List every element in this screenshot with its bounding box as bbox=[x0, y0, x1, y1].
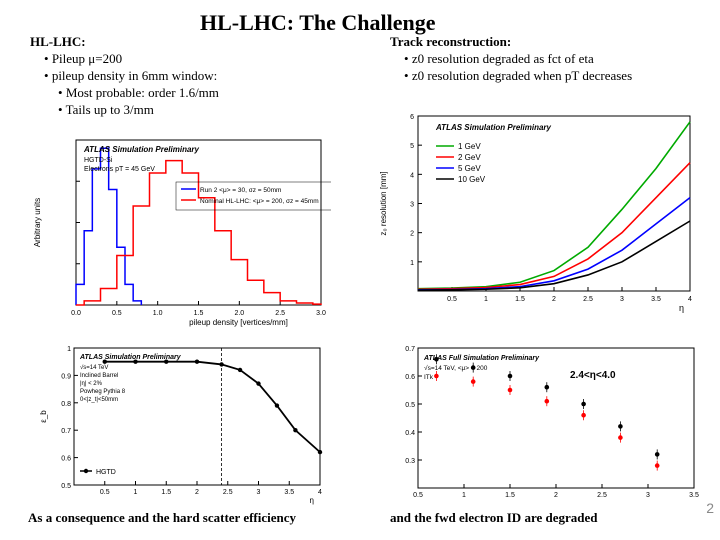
svg-text:0.5: 0.5 bbox=[447, 296, 457, 303]
right-text-block: Track reconstruction: z0 resolution degr… bbox=[390, 34, 710, 85]
svg-text:4: 4 bbox=[318, 489, 322, 496]
svg-text:0.4: 0.4 bbox=[405, 430, 415, 437]
svg-text:4: 4 bbox=[410, 172, 414, 179]
left-sub-0: Most probable: order 1.6/mm bbox=[58, 85, 360, 102]
svg-text:0.7: 0.7 bbox=[405, 346, 415, 353]
svg-text:1 GeV: 1 GeV bbox=[458, 142, 481, 151]
svg-text:pileup density [vertices/mm]: pileup density [vertices/mm] bbox=[189, 318, 288, 327]
svg-text:3.0: 3.0 bbox=[316, 310, 326, 317]
svg-text:1.5: 1.5 bbox=[505, 492, 515, 499]
svg-text:ATLAS Simulation Preliminary: ATLAS Simulation Preliminary bbox=[83, 145, 200, 154]
svg-text:0.8: 0.8 bbox=[61, 401, 71, 408]
left-head: HL-LHC: bbox=[30, 34, 360, 51]
page-number: 2 bbox=[706, 500, 714, 516]
svg-text:3.5: 3.5 bbox=[689, 492, 699, 499]
svg-text:0.7: 0.7 bbox=[61, 428, 71, 435]
svg-text:2: 2 bbox=[195, 489, 199, 496]
svg-text:2.5: 2.5 bbox=[583, 296, 593, 303]
left-text-block: HL-LHC: Pileup μ=200 pileup density in 6… bbox=[30, 34, 360, 118]
eta-annotation: 2.4<η<4.0 bbox=[570, 370, 616, 381]
svg-text:Arbitrary units: Arbitrary units bbox=[33, 198, 42, 247]
svg-text:1.0: 1.0 bbox=[153, 310, 163, 317]
svg-text:0.3: 0.3 bbox=[405, 458, 415, 465]
svg-text:|η| < 2%: |η| < 2% bbox=[80, 381, 103, 387]
chart-itk: 0.5 1 1.5 2 2.5 3 3.5 0.3 0.4 0.5 0.6 0.7 ATLAS Full… bbox=[376, 340, 706, 508]
svg-text:HGTD: HGTD bbox=[96, 469, 116, 476]
svg-text:ATLAS Full Simulation Prelimin: ATLAS Full Simulation Preliminary bbox=[423, 355, 540, 362]
svg-text:5: 5 bbox=[410, 143, 414, 150]
svg-text:3: 3 bbox=[257, 489, 261, 496]
svg-text:0.0: 0.0 bbox=[71, 310, 81, 317]
svg-text:Nominal HL-LHC: <μ> = 200, σz: Nominal HL-LHC: <μ> = 200, σz = 45mm bbox=[200, 198, 319, 205]
svg-text:3: 3 bbox=[410, 202, 414, 209]
svg-text:2: 2 bbox=[554, 492, 558, 499]
right-item-0: z0 resolution degraded as fct of eta bbox=[404, 51, 710, 68]
svg-text:3: 3 bbox=[646, 492, 650, 499]
svg-text:6: 6 bbox=[410, 114, 414, 121]
svg-text:Electrons pT = 45 GeV: Electrons pT = 45 GeV bbox=[84, 166, 155, 173]
svg-text:0<|z_t|<50mm: 0<|z_t|<50mm bbox=[80, 397, 118, 403]
svg-text:√s=14 TeV, <μ> = 200: √s=14 TeV, <μ> = 200 bbox=[424, 364, 488, 372]
svg-text:0.5: 0.5 bbox=[100, 489, 110, 496]
right-list: z0 resolution degraded as fct of eta z0 … bbox=[390, 51, 710, 85]
caption-left: As a consequence and the hard scatter ef… bbox=[28, 510, 296, 526]
svg-text:1: 1 bbox=[484, 296, 488, 303]
svg-text:3.5: 3.5 bbox=[284, 489, 294, 496]
svg-text:1: 1 bbox=[134, 489, 138, 496]
caption-right: and the fwd electron ID are degraded bbox=[390, 510, 598, 526]
svg-text:3: 3 bbox=[620, 296, 624, 303]
svg-text:0.5: 0.5 bbox=[112, 310, 122, 317]
svg-text:1: 1 bbox=[67, 346, 71, 353]
svg-text:2.5: 2.5 bbox=[223, 489, 233, 496]
svg-text:1.5: 1.5 bbox=[161, 489, 171, 496]
svg-text:1: 1 bbox=[462, 492, 466, 499]
svg-text:1.5: 1.5 bbox=[194, 310, 204, 317]
svg-text:HGTD-Si: HGTD-Si bbox=[84, 157, 113, 164]
svg-text:ITk: ITk bbox=[424, 374, 434, 381]
svg-text:0.9: 0.9 bbox=[61, 373, 71, 380]
chart-z0-resolution: 0.5 1 1.5 2 2.5 3 3.5 4 1 2 3 4 5 6 ATLAS Simulation P… bbox=[370, 106, 705, 316]
svg-text:2 GeV: 2 GeV bbox=[458, 153, 481, 162]
svg-text:Run 2 <μ> = 30, σz = 50mm: Run 2 <μ> = 30, σz = 50mm bbox=[200, 187, 281, 194]
svg-text:Powheg Pythia 8: Powheg Pythia 8 bbox=[80, 389, 126, 395]
svg-text:2.5: 2.5 bbox=[597, 492, 607, 499]
svg-text:1.5: 1.5 bbox=[515, 296, 525, 303]
svg-text:0.6: 0.6 bbox=[405, 374, 415, 381]
chart-efficiency: 0.5 1 1.5 2 2.5 3 3.5 4 0.5 0.6 0.7 0.8 0.9 1 ATLAS Si… bbox=[32, 340, 332, 505]
left-list: Pileup μ=200 pileup density in 6mm windo… bbox=[30, 51, 360, 85]
svg-text:ATLAS Simulation Preliminary: ATLAS Simulation Preliminary bbox=[79, 354, 182, 361]
svg-text:2: 2 bbox=[410, 231, 414, 238]
svg-text:2.0: 2.0 bbox=[234, 310, 244, 317]
svg-text:z₀ resolution [mm]: z₀ resolution [mm] bbox=[379, 171, 388, 235]
page-title: HL-LHC: The Challenge bbox=[200, 10, 436, 36]
svg-text:2: 2 bbox=[552, 296, 556, 303]
svg-text:2.5: 2.5 bbox=[275, 310, 285, 317]
svg-text:√s=14 TeV: √s=14 TeV bbox=[80, 364, 108, 371]
svg-text:4: 4 bbox=[688, 296, 692, 303]
svg-text:0.5: 0.5 bbox=[413, 492, 423, 499]
svg-text:ε_b: ε_b bbox=[39, 410, 48, 423]
svg-text:η: η bbox=[679, 303, 684, 313]
chart-pileup-density: 0.0 0.5 1.0 1.5 2.0 2.5 3.0 ATLAS Simulation Pr… bbox=[26, 130, 331, 330]
svg-text:Inclined Barrel: Inclined Barrel bbox=[80, 373, 118, 379]
svg-text:3.5: 3.5 bbox=[651, 296, 661, 303]
svg-text:η: η bbox=[310, 496, 314, 505]
svg-text:5 GeV: 5 GeV bbox=[458, 164, 481, 173]
left-sublist: Most probable: order 1.6/mm Tails up to … bbox=[30, 85, 360, 119]
svg-text:0.6: 0.6 bbox=[61, 456, 71, 463]
left-item-1: pileup density in 6mm window: bbox=[44, 68, 360, 85]
right-head: Track reconstruction: bbox=[390, 34, 710, 51]
svg-text:0.5: 0.5 bbox=[61, 483, 71, 490]
right-item-1: z0 resolution degraded when pT decreases bbox=[404, 68, 710, 85]
svg-text:ATLAS Simulation Preliminary: ATLAS Simulation Preliminary bbox=[435, 123, 552, 132]
left-sub-1: Tails up to 3/mm bbox=[58, 102, 360, 119]
svg-text:1: 1 bbox=[410, 260, 414, 267]
svg-text:0.5: 0.5 bbox=[405, 402, 415, 409]
svg-text:10 GeV: 10 GeV bbox=[458, 175, 486, 184]
left-item-0: Pileup μ=200 bbox=[44, 51, 360, 68]
